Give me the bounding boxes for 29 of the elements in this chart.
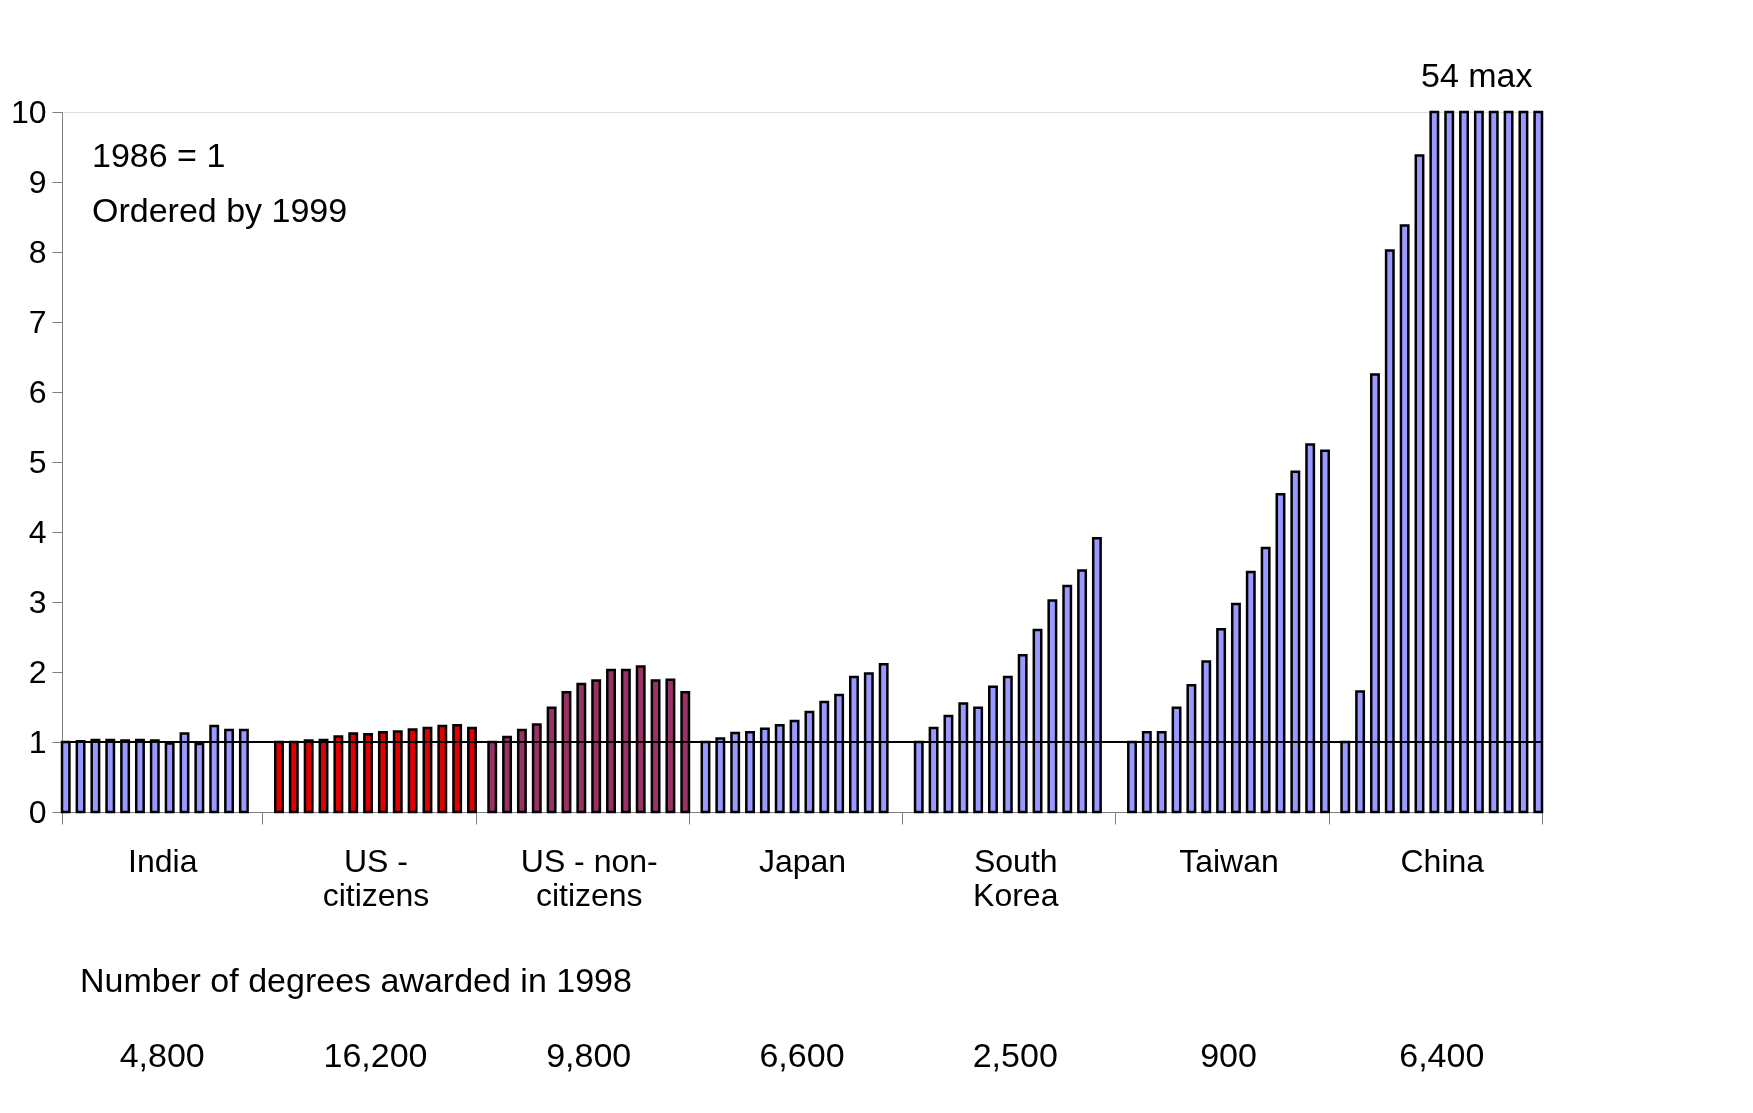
x-tick-label: US - non-citizens <box>520 842 658 913</box>
text: 2,500 <box>972 1036 1058 1074</box>
y-tick-label: 5 <box>28 443 47 480</box>
x-tick-label: US - citizens <box>322 842 430 913</box>
x-tick-label: South Korea <box>973 842 1059 913</box>
x-tick-label: Japan <box>758 842 847 879</box>
annotation: 54 max <box>1421 56 1533 94</box>
text: 16,200 <box>323 1036 428 1074</box>
x-tick-label: Taiwan <box>1179 842 1279 879</box>
y-tick-label: 8 <box>28 233 47 270</box>
text: 6,400 <box>1399 1036 1485 1074</box>
text: 900 <box>1200 1036 1257 1074</box>
y-tick-label: 9 <box>28 163 47 200</box>
annotation: Ordered by 1999 <box>92 191 348 229</box>
y-tick-label: 2 <box>28 653 47 690</box>
y-tick-label: 4 <box>28 513 47 550</box>
y-tick-label: 1 <box>28 723 47 760</box>
text: Number of degrees awarded in 1998 <box>80 961 632 999</box>
x-tick-label: India <box>128 842 198 879</box>
text: 6,600 <box>759 1036 845 1074</box>
y-tick-label: 7 <box>28 303 47 340</box>
annotation: 1986 = 1 <box>92 136 226 174</box>
x-tick-label: China <box>1400 842 1485 879</box>
y-tick-label: 3 <box>28 583 47 620</box>
text: 9,800 <box>546 1036 632 1074</box>
y-tick-label: 6 <box>28 373 47 410</box>
y-tick-label: 10 <box>10 93 47 130</box>
text: 4,800 <box>119 1036 205 1074</box>
y-tick-label: 0 <box>28 793 47 830</box>
